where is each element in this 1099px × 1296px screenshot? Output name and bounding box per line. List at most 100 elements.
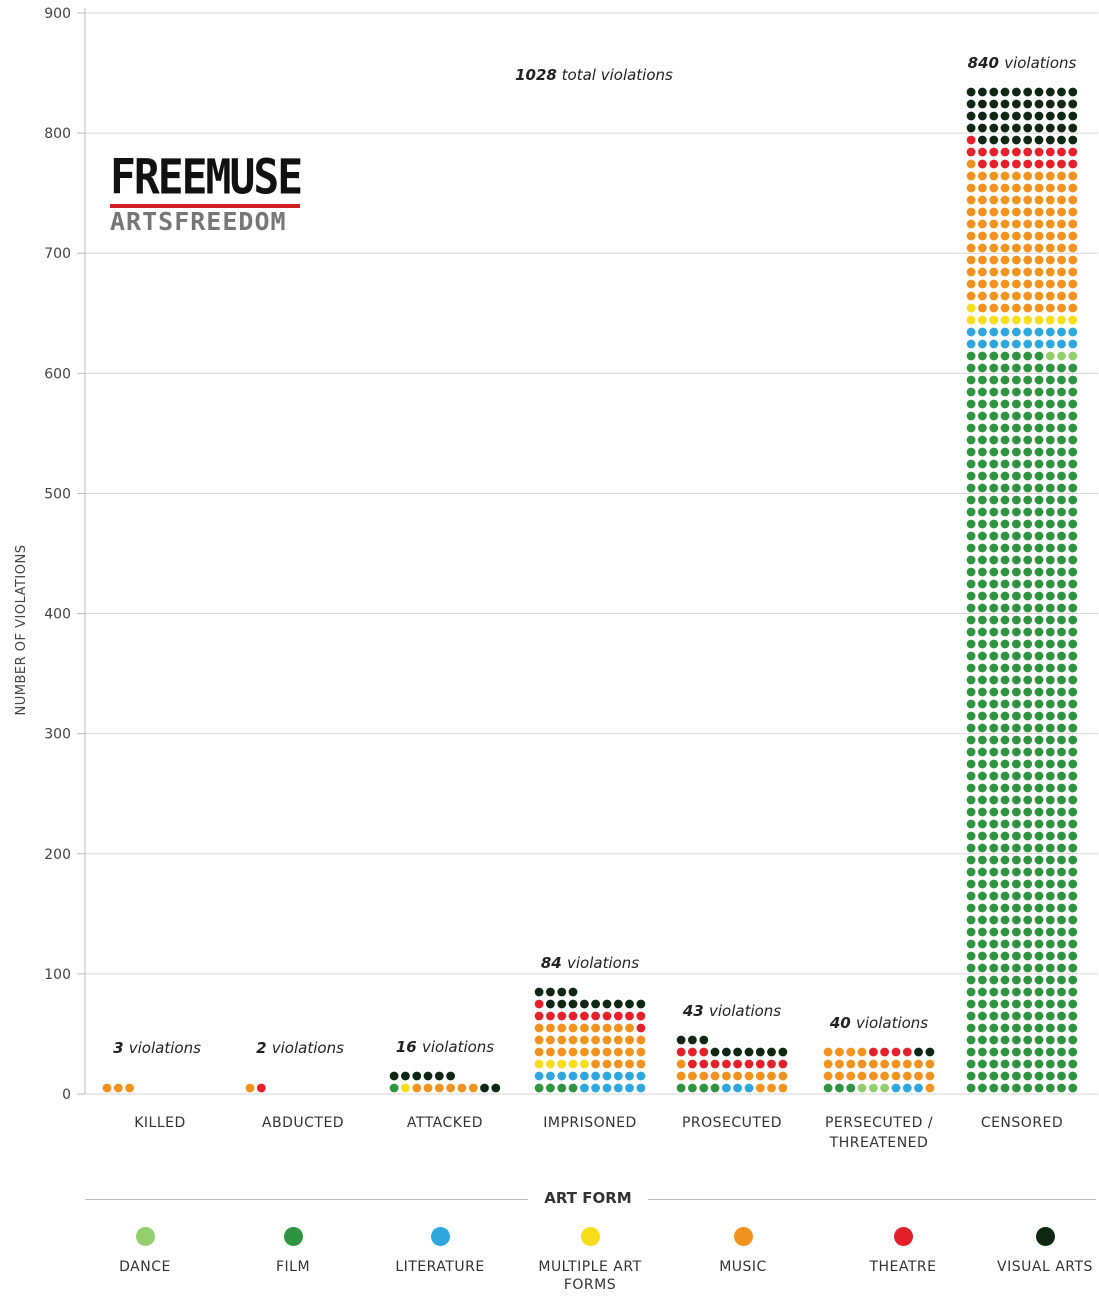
dot-film	[1023, 1023, 1033, 1033]
dot-film	[1045, 771, 1055, 781]
dot-music	[978, 291, 987, 301]
dot-visual-arts	[1012, 111, 1021, 121]
dot-film	[966, 411, 976, 421]
dot-film	[1068, 411, 1078, 421]
dot-visual-arts	[613, 999, 623, 1009]
dot-film	[1034, 411, 1044, 421]
dot-film	[1012, 399, 1021, 409]
dot-film	[1012, 747, 1021, 757]
dot-music	[1045, 183, 1055, 193]
dot-theatre	[625, 1011, 634, 1021]
annotation-text: violations	[272, 1039, 344, 1057]
dot-music	[1023, 183, 1033, 193]
dot-music	[1034, 279, 1044, 289]
dot-film	[978, 723, 987, 733]
dot-film	[1057, 807, 1066, 817]
dot-film	[1068, 675, 1078, 685]
dot-multiple-art-forms	[1057, 315, 1066, 325]
legend-swatch-theatre	[893, 1227, 913, 1246]
legend-item-visual-arts: VISUAL ARTS	[980, 1227, 1099, 1276]
dot-film	[557, 1083, 567, 1093]
dot-visual-arts	[1045, 135, 1055, 145]
dot-film	[1057, 507, 1066, 517]
y-tick-label-800: 800	[44, 126, 71, 142]
dot-visual-arts	[591, 999, 600, 1009]
dot-film	[1068, 483, 1078, 493]
dot-film	[1000, 855, 1010, 865]
dot-film	[989, 675, 999, 685]
dot-music	[625, 1059, 634, 1069]
dot-visual-arts	[557, 999, 567, 1009]
dot-music	[1045, 243, 1055, 253]
dot-film	[966, 699, 976, 709]
dot-film	[1000, 483, 1010, 493]
legend-divider-right	[648, 1199, 1096, 1200]
y-axis-label: NUMBER OF VIOLATIONS	[14, 545, 29, 716]
dot-film	[978, 903, 987, 913]
dot-music	[1034, 303, 1044, 313]
dot-film	[1000, 723, 1010, 733]
dot-film	[1068, 543, 1078, 553]
dot-literature	[591, 1071, 600, 1081]
dot-music	[1034, 267, 1044, 277]
dot-film	[1012, 435, 1021, 445]
dot-film	[1045, 831, 1055, 841]
dot-visual-arts	[568, 999, 578, 1009]
dot-film	[1045, 519, 1055, 529]
dot-film	[1000, 783, 1010, 793]
dot-film	[1034, 747, 1044, 757]
dot-film	[1023, 615, 1033, 625]
dot-literature	[636, 1071, 646, 1081]
dot-music	[978, 195, 987, 205]
legend-swatch-multiple-art-forms	[580, 1227, 600, 1246]
dot-film	[1034, 795, 1044, 805]
legend-label-dance: DANCE	[119, 1259, 171, 1275]
dot-film	[966, 483, 976, 493]
dot-film	[1012, 675, 1021, 685]
annotation-number: 43	[682, 1002, 709, 1020]
dot-film	[1057, 531, 1066, 541]
dot-film	[978, 603, 987, 613]
dot-music	[557, 1047, 567, 1057]
dot-film	[1057, 543, 1066, 553]
column-killed	[102, 1083, 134, 1093]
dot-film	[978, 567, 987, 577]
dot-film	[1034, 783, 1044, 793]
dot-film	[978, 1083, 987, 1093]
dot-film	[1034, 507, 1044, 517]
dot-film	[1034, 855, 1044, 865]
dot-film	[1068, 987, 1078, 997]
dot-music	[989, 303, 999, 313]
dot-film	[966, 675, 976, 685]
dot-film	[1045, 483, 1055, 493]
dot-film	[966, 555, 976, 565]
dot-film	[989, 999, 999, 1009]
dot-film	[1023, 1047, 1033, 1057]
dot-theatre	[591, 1011, 600, 1021]
dot-film	[1023, 771, 1033, 781]
dot-visual-arts	[978, 135, 987, 145]
dot-film	[1000, 447, 1010, 457]
dot-film	[1000, 675, 1010, 685]
dot-music	[755, 1083, 765, 1093]
dot-film	[1045, 639, 1055, 649]
dot-film	[989, 951, 999, 961]
dot-film	[1012, 411, 1021, 421]
legend-label-line: FORMS	[563, 1277, 617, 1293]
annotation-imprisoned: 84 violations	[541, 954, 639, 972]
dot-film	[978, 855, 987, 865]
dot-visual-arts	[534, 987, 544, 997]
dot-film	[1057, 855, 1066, 865]
dot-film	[1045, 507, 1055, 517]
dot-film	[1034, 435, 1044, 445]
dot-film	[978, 555, 987, 565]
dot-film	[989, 507, 999, 517]
dot-theatre	[1045, 147, 1055, 157]
dot-literature	[557, 1071, 567, 1081]
dot-film	[978, 423, 987, 433]
dot-film	[1023, 831, 1033, 841]
dot-film	[978, 987, 987, 997]
dot-music	[823, 1047, 833, 1057]
dot-film	[1012, 687, 1021, 697]
dot-multiple-art-forms	[557, 1059, 567, 1069]
